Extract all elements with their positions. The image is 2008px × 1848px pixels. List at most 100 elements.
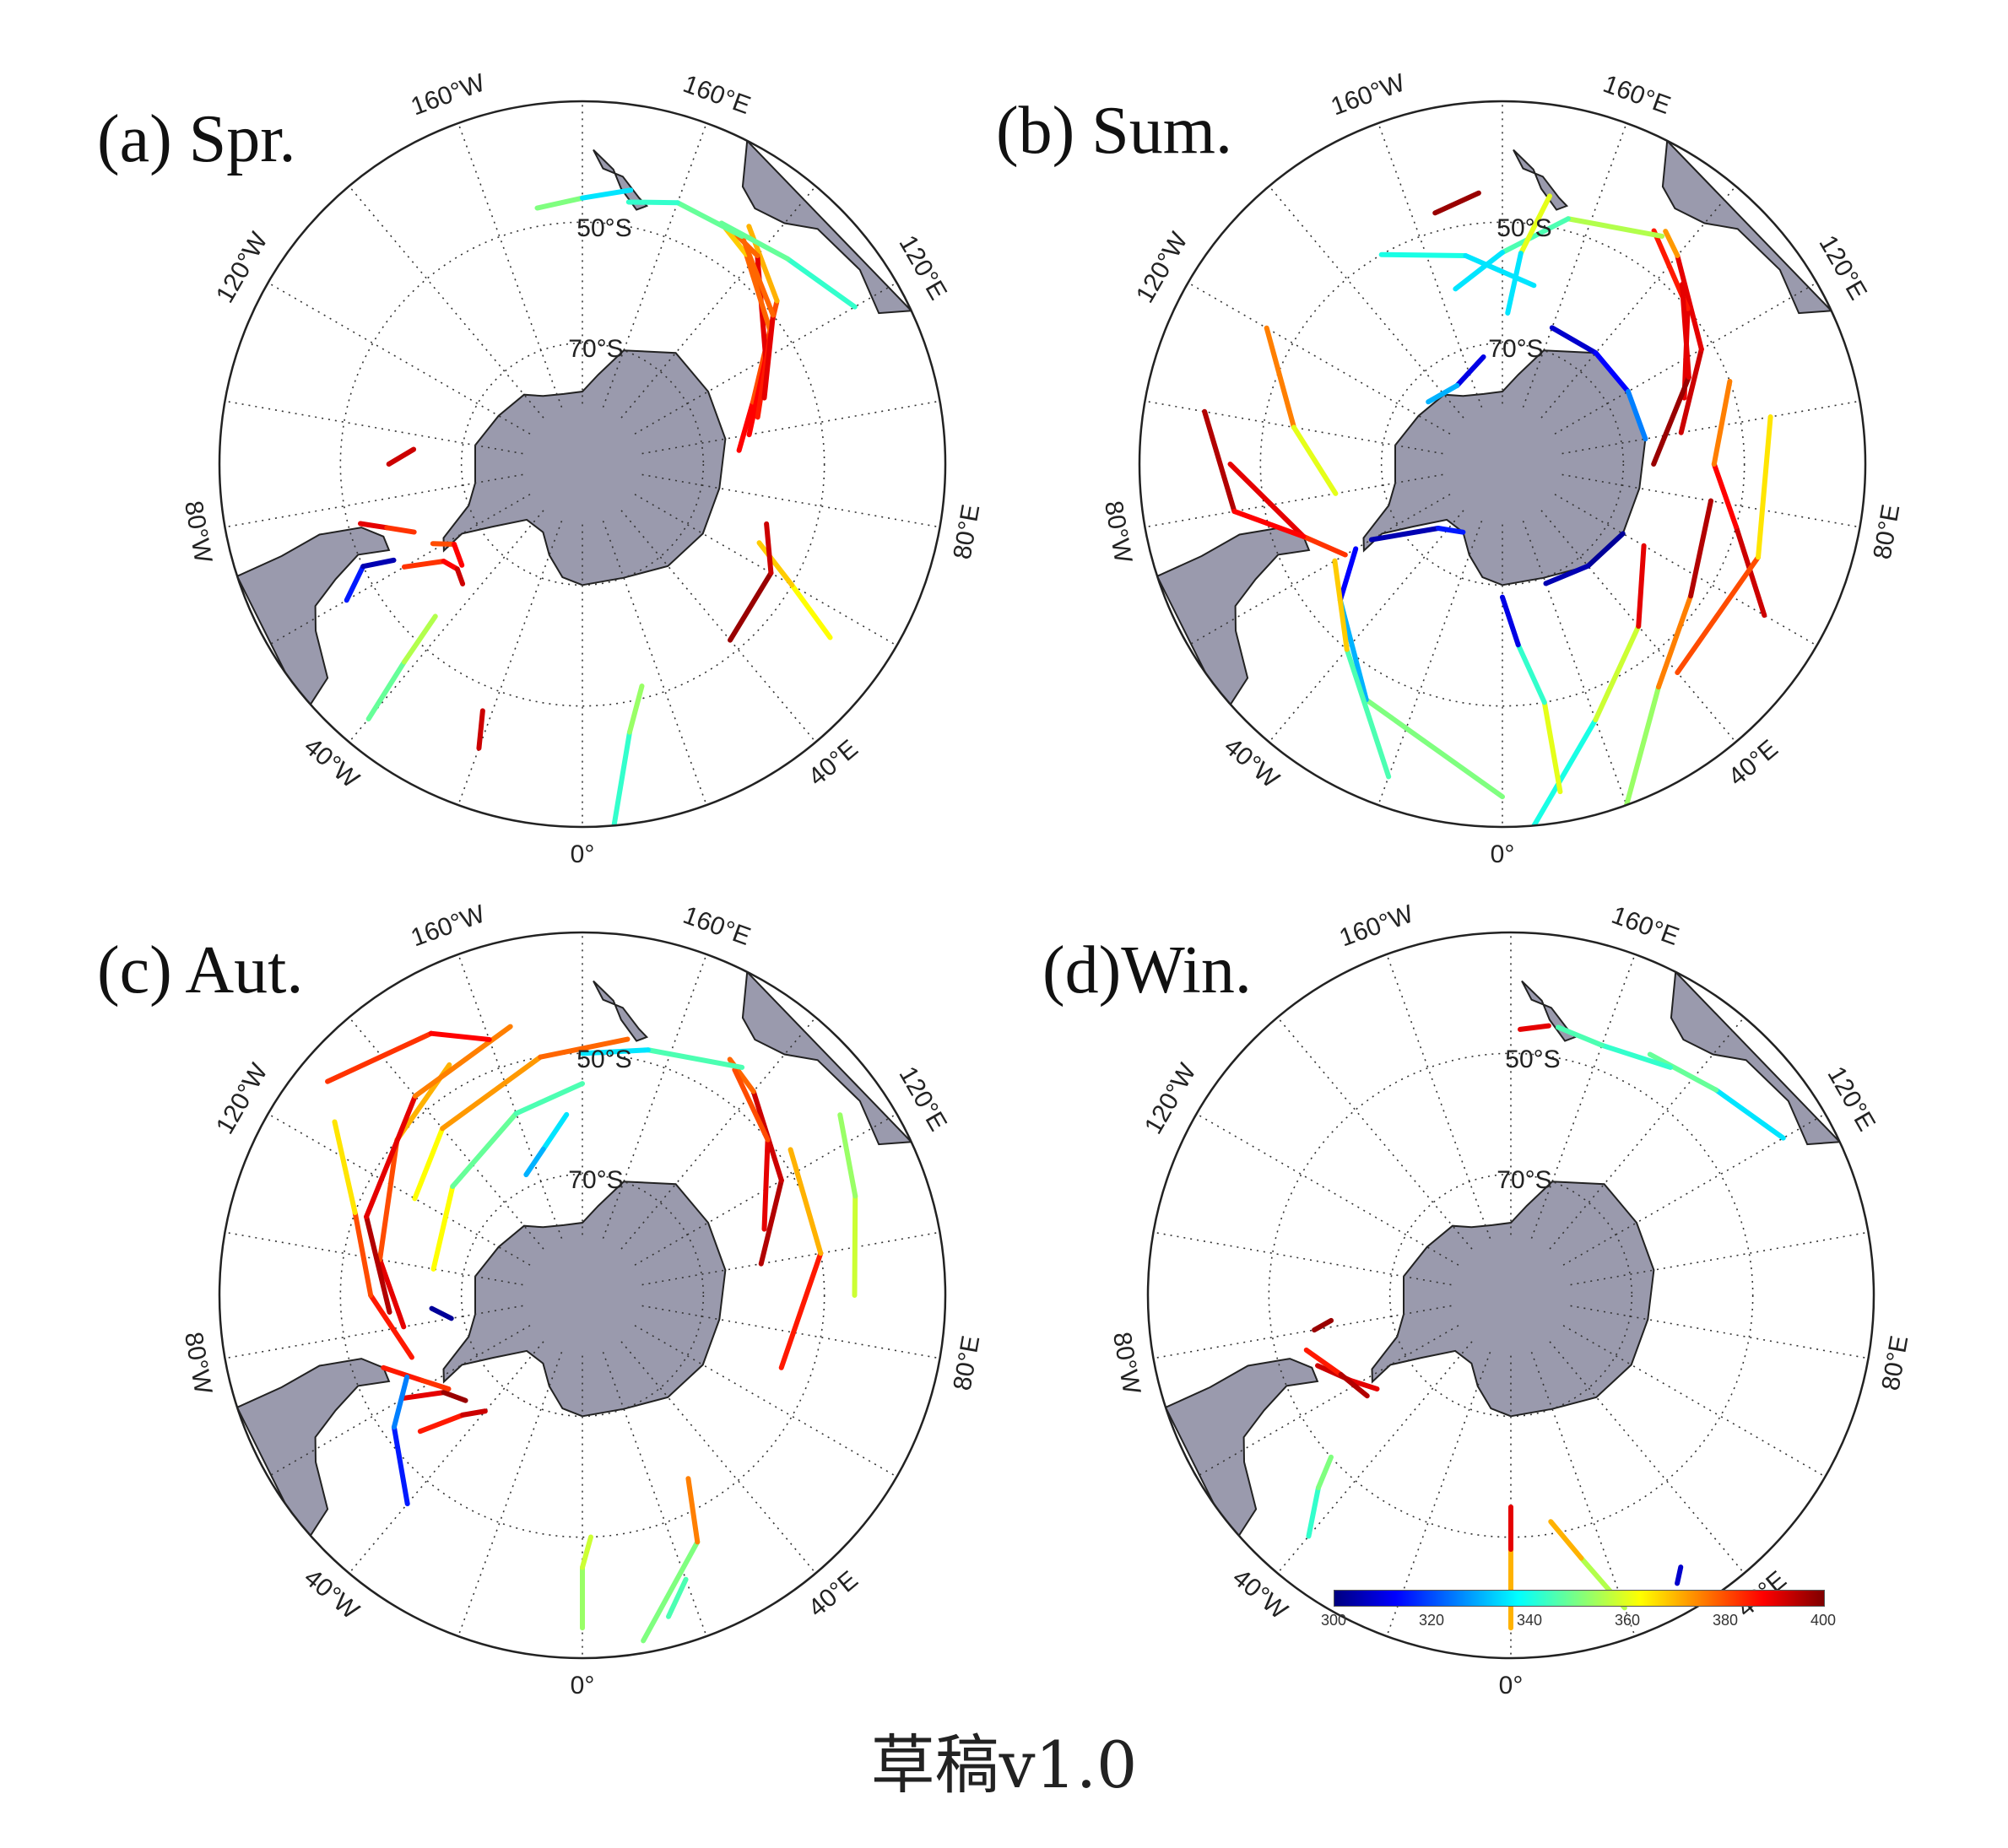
ship-track-segment — [1543, 563, 1591, 586]
map-frame — [1146, 931, 1875, 1660]
map-frame — [218, 931, 947, 1660]
ship-track-segment — [357, 521, 390, 531]
meridian-label: 160°W — [1328, 68, 1410, 121]
ship-track-segment — [377, 1137, 400, 1262]
ship-track-segment — [441, 559, 460, 572]
ship-track-segment — [1541, 700, 1563, 795]
south-america-landmass — [235, 1358, 391, 1548]
south-america-landmass — [1164, 1358, 1319, 1548]
panel-title-c: (c) Aut. — [97, 933, 304, 1008]
ship-track-segment — [641, 1539, 701, 1644]
ship-track-segment — [744, 251, 774, 335]
ship-track-segment — [344, 564, 366, 603]
colorbar-tick-label: 360 — [1614, 1612, 1641, 1629]
ship-track-segment — [540, 1111, 570, 1152]
ship-track-segment — [1454, 354, 1486, 388]
ship-track-segment — [1565, 216, 1665, 239]
ship-track-segment — [1663, 229, 1681, 258]
ship-track-segment — [452, 541, 465, 568]
ship-track-segment — [1756, 413, 1773, 560]
meridian-label: 80°E — [948, 1333, 985, 1392]
ship-track-segment — [454, 566, 466, 586]
ship-track-segment — [419, 1377, 452, 1391]
parallel-line — [460, 342, 705, 586]
ship-track-segment — [736, 399, 756, 453]
australia-landmass — [741, 138, 913, 315]
ship-track-segment — [739, 233, 776, 318]
ship-track-segment — [1306, 1485, 1321, 1539]
ship-track-segment — [538, 1036, 631, 1060]
ship-track-segment — [460, 1408, 488, 1418]
parallel-line — [339, 221, 825, 707]
ship-track-segment — [1202, 408, 1237, 515]
ship-track-segment — [1463, 252, 1537, 289]
ship-track-segment — [429, 1305, 454, 1321]
ship-track-segment — [1655, 593, 1694, 690]
map-disk — [219, 932, 945, 1658]
ship-track-segment — [1337, 546, 1359, 603]
ship-track-segment — [1348, 1377, 1380, 1391]
parallel-line — [1388, 1173, 1633, 1418]
ship-track-segment — [685, 1476, 701, 1545]
ship-track-segment — [450, 1110, 519, 1190]
ship-track-segment — [412, 1024, 513, 1099]
ship-track-segment — [384, 525, 417, 535]
ship-track-segment — [1291, 424, 1339, 496]
south-america-landmass — [1156, 527, 1311, 717]
parallel-label: 70°S — [568, 335, 623, 363]
meridian-label: 0° — [571, 840, 595, 868]
ship-track-segment — [732, 1067, 771, 1143]
meridian-label: 80°E — [1868, 502, 1905, 561]
ship-track-segment — [381, 1364, 425, 1383]
ship-track-segment — [1549, 325, 1599, 356]
ship-track-segment — [1332, 558, 1350, 652]
ship-track-segment — [368, 1293, 414, 1360]
ship-track-segment — [364, 1093, 418, 1219]
meridian-label: 80°E — [948, 502, 985, 561]
map-a: 0°40°E80°E120°E160°E160°W120°W80°W40°W70… — [179, 68, 985, 868]
parallel-label: 70°S — [1488, 335, 1543, 363]
ship-track-segment — [1363, 697, 1505, 800]
ship-track-segment — [1453, 250, 1505, 292]
ship-track-segment — [1432, 190, 1481, 216]
australia-landmass — [1670, 970, 1842, 1146]
ship-track-segment — [627, 684, 645, 735]
ship-track-segment — [580, 1534, 594, 1570]
ship-track-segment — [778, 1251, 824, 1370]
ship-track-segment — [1585, 531, 1626, 569]
ship-track-segment — [386, 446, 417, 467]
ship-track-segment — [513, 1081, 585, 1116]
ship-track-segment — [412, 1126, 446, 1202]
ship-track-segment — [1301, 533, 1348, 558]
ship-track-segment — [1678, 346, 1704, 435]
ship-track-segment — [1647, 1051, 1719, 1093]
australia-landmass — [1661, 138, 1833, 315]
ship-track-segment — [1518, 1023, 1551, 1032]
colorbar-tick-label: 340 — [1516, 1612, 1543, 1629]
ship-track-segment — [1312, 1317, 1334, 1333]
meridian-label: 80°W — [1107, 1330, 1145, 1397]
parallel-label: 50°S — [576, 214, 631, 242]
ship-track-segment — [1500, 216, 1571, 256]
meridian-label: 160°E — [679, 901, 754, 951]
ship-track-segment — [365, 659, 408, 721]
meridian-label: 160°E — [1608, 901, 1682, 951]
panel-title-d: (d)Win. — [1042, 933, 1252, 1008]
ship-track-segment — [401, 559, 447, 570]
ship-track-segment — [1368, 526, 1441, 543]
meridian-label: 80°W — [179, 499, 217, 565]
ship-track-segment — [837, 1112, 858, 1199]
ship-track-segment — [1315, 1454, 1334, 1491]
colorbar-tick-label: 300 — [1320, 1612, 1347, 1629]
ship-track-segment — [1599, 1042, 1674, 1070]
ship-track-segment — [428, 1030, 492, 1042]
parallel-label: 70°S — [1497, 1166, 1551, 1194]
colorbar-tick-label: 400 — [1810, 1612, 1837, 1629]
ship-track-segment — [756, 540, 795, 588]
australia-landmass — [741, 970, 913, 1146]
ship-track-segment — [1426, 382, 1460, 405]
ship-track-segment — [332, 1119, 358, 1215]
antarctica-landmass — [442, 1181, 727, 1418]
parallel-line — [1259, 221, 1745, 707]
draft-version-label: 草稿v1.0 — [870, 1727, 1138, 1802]
